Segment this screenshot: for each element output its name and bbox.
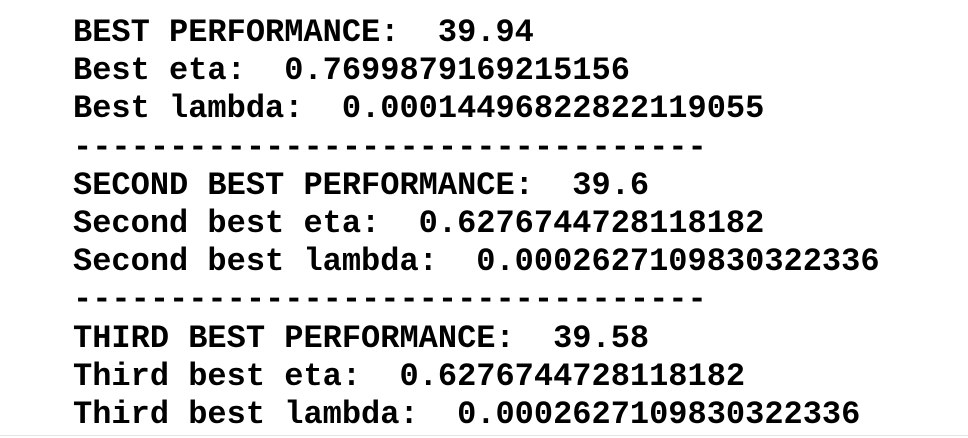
- value: 39.6: [572, 166, 650, 204]
- label: Second best eta:: [73, 204, 381, 242]
- value: 0.0002627109830322336: [457, 395, 861, 433]
- output-line: SECOND BEST PERFORMANCE: 39.6: [73, 167, 953, 205]
- output-line: BEST PERFORMANCE: 39.94: [73, 14, 953, 52]
- output-line: Best eta: 0.7699879169215156: [73, 52, 953, 90]
- label: Third best lambda:: [73, 395, 419, 433]
- value: 39.58: [553, 319, 650, 357]
- label: Third best eta:: [73, 357, 362, 395]
- output-line: Second best lambda: 0.0002627109830322336: [73, 243, 953, 281]
- output-line: Third best lambda: 0.0002627109830322336: [73, 396, 953, 434]
- separator: ---------------------------------: [73, 281, 707, 319]
- value: 0.7699879169215156: [284, 52, 630, 90]
- separator: ---------------------------------: [73, 128, 707, 166]
- value: 0.0002627109830322336: [476, 243, 880, 281]
- output-line: Second best eta: 0.6276744728118182: [73, 205, 953, 243]
- output-line: ---------------------------------: [73, 281, 953, 319]
- output-line: ---------------------------------: [73, 129, 953, 167]
- label: Best eta:: [73, 52, 246, 90]
- value: 0.00014496822822119055: [341, 90, 765, 128]
- label: BEST PERFORMANCE:: [73, 14, 400, 51]
- output-line: THIRD BEST PERFORMANCE: 39.58: [73, 320, 953, 358]
- cell-output: BEST PERFORMANCE: 39.94 Best eta: 0.7699879…: [73, 14, 953, 434]
- output-border: [0, 435, 968, 436]
- label: SECOND BEST PERFORMANCE:: [73, 166, 534, 204]
- label: THIRD BEST PERFORMANCE:: [73, 319, 515, 357]
- output-line: Third best eta: 0.6276744728118182: [73, 358, 953, 396]
- value: 39.94: [437, 14, 534, 51]
- value: 0.6276744728118182: [418, 204, 765, 242]
- value: 0.6276744728118182: [399, 357, 746, 395]
- label: Second best lambda:: [73, 243, 438, 281]
- label: Best lambda:: [73, 90, 304, 128]
- output-line: Best lambda: 0.00014496822822119055: [73, 90, 953, 128]
